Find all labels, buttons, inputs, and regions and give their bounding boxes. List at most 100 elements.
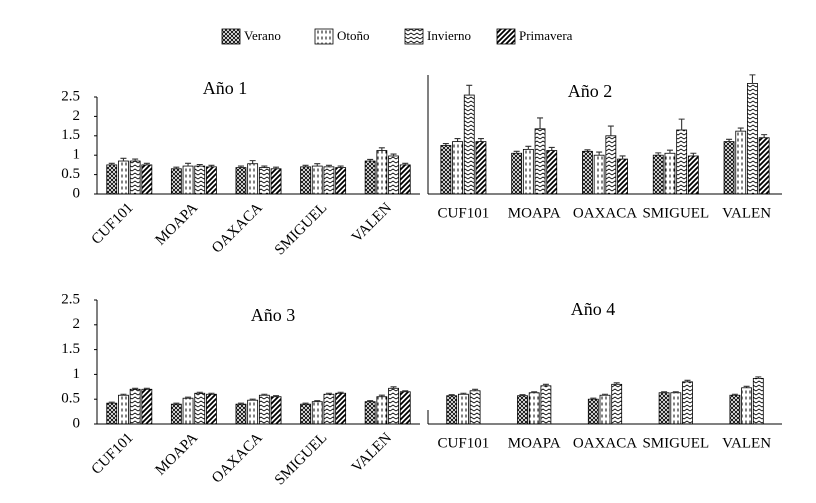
y-tick-label: 0 <box>73 415 81 431</box>
bar <box>247 399 259 425</box>
error-bar <box>143 162 150 165</box>
error-bar <box>390 386 397 389</box>
error-bar <box>402 162 409 165</box>
bar <box>118 160 129 195</box>
error-bar <box>619 155 626 160</box>
error-bar <box>367 400 374 402</box>
y-tick-label: 2 <box>73 316 81 332</box>
bar <box>517 395 528 425</box>
error-bar <box>472 388 479 391</box>
bar <box>258 394 270 425</box>
error-bar <box>237 402 244 405</box>
error-bar <box>602 393 608 396</box>
bar <box>376 150 388 195</box>
x-tick-label: MOAPA <box>508 205 561 221</box>
error-bar <box>302 164 309 167</box>
bar <box>534 128 546 195</box>
error-bar <box>196 163 203 167</box>
y-tick-label: 2.5 <box>61 88 80 104</box>
x-tick-label: VALEN <box>349 430 395 476</box>
legend-label: Primavera <box>519 28 573 43</box>
error-bar <box>196 391 203 394</box>
bar <box>335 392 347 425</box>
bar <box>528 392 540 425</box>
bar <box>593 154 605 195</box>
x-tick-label: OAXACA <box>573 205 637 221</box>
bar <box>270 168 282 195</box>
bar <box>469 390 481 425</box>
error-bar <box>249 398 256 401</box>
error-bar <box>185 162 192 167</box>
error-bar <box>337 165 344 168</box>
error-bar <box>108 162 115 165</box>
x-tick-label: VALEN <box>722 435 771 451</box>
error-bar <box>737 127 744 132</box>
x-tick-label: OAXACA <box>209 430 266 487</box>
error-bar <box>390 153 397 156</box>
error-bar <box>208 164 215 167</box>
error-bar <box>132 387 139 390</box>
bar <box>752 377 764 425</box>
error-bar <box>726 138 733 142</box>
error-bar <box>108 401 115 404</box>
bar <box>364 160 376 195</box>
error-bar <box>678 118 685 130</box>
x-tick-label: SMIGUEL <box>642 205 709 221</box>
error-bar <box>173 166 180 169</box>
bar <box>206 166 217 195</box>
x-tick-label: SMIGUEL <box>272 430 330 488</box>
bar <box>311 165 323 195</box>
y-tick-label: 1.5 <box>61 127 80 143</box>
error-bar <box>261 165 268 168</box>
bar <box>323 393 335 425</box>
legend-label: Invierno <box>427 28 471 43</box>
bar <box>170 168 182 195</box>
y-tick-label: 1.5 <box>61 341 80 357</box>
bar <box>300 166 311 195</box>
bar <box>335 167 347 195</box>
error-bar <box>302 402 309 405</box>
error-bar <box>237 165 244 168</box>
y-tick-label: 2 <box>73 108 81 124</box>
bar <box>664 152 676 195</box>
bar <box>611 383 623 425</box>
x-tick-label: SMIGUEL <box>272 200 330 258</box>
error-bar <box>731 393 738 396</box>
bar <box>511 152 523 195</box>
bar <box>747 83 758 195</box>
bar <box>399 391 411 425</box>
error-bar <box>261 393 268 396</box>
bar <box>300 403 311 425</box>
bar <box>311 401 323 425</box>
legend-swatch <box>496 28 516 45</box>
x-tick-label: CUF101 <box>438 435 490 451</box>
error-bar <box>548 146 555 151</box>
legend-label: Verano <box>244 28 281 43</box>
error-bar <box>249 160 256 164</box>
bar <box>182 397 194 425</box>
error-bar <box>525 145 532 150</box>
error-bar <box>684 379 691 382</box>
error-bar <box>314 163 321 167</box>
y-tick-label: 0 <box>73 185 81 201</box>
error-bar <box>143 387 150 390</box>
error-bar <box>173 402 180 405</box>
error-bar <box>378 147 385 151</box>
bar <box>582 150 593 195</box>
bar <box>364 401 376 425</box>
bar <box>676 129 688 195</box>
bar <box>522 148 534 195</box>
bar <box>463 94 475 195</box>
bar <box>170 403 182 425</box>
bar <box>652 154 664 195</box>
bar <box>682 381 693 425</box>
error-bar <box>367 158 374 162</box>
x-tick-label: MOAPA <box>153 430 202 479</box>
bar <box>106 402 118 425</box>
bar <box>141 164 153 195</box>
error-bar <box>466 84 473 96</box>
error-bar <box>690 152 697 156</box>
bar <box>599 394 611 425</box>
error-bar <box>655 152 662 156</box>
